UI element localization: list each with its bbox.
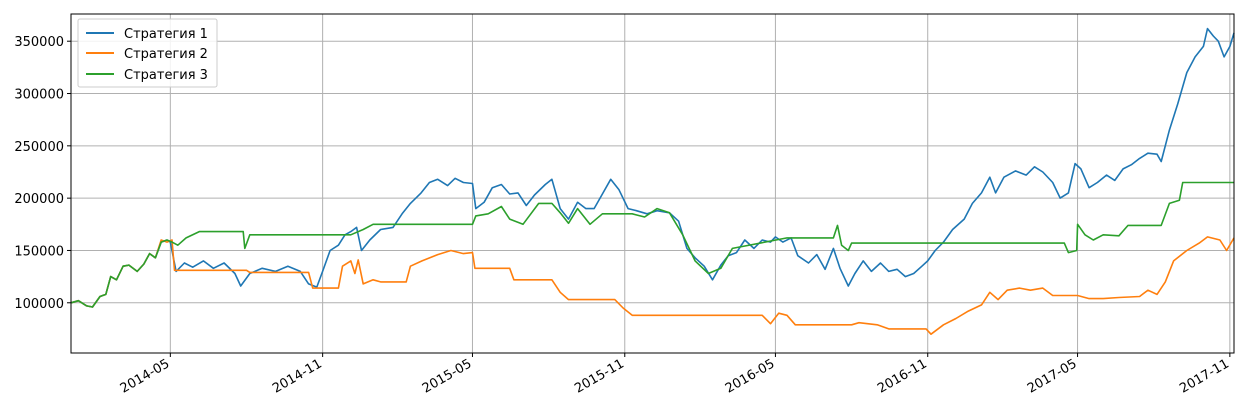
legend-label-1: Стратегия 1	[124, 27, 208, 42]
x-tick-label: 2014-11	[270, 356, 325, 396]
y-tick-label: 200000	[14, 192, 64, 207]
x-axis: 2014-05 2014-11 2015-05 2015-11 2016-05 2016-…	[118, 353, 1232, 397]
series-lines	[70, 27, 1235, 336]
y-axis: 100000 150000 200000 250000 300000 350000	[14, 35, 71, 312]
x-tick-label: 2017-05	[1025, 356, 1080, 396]
series-line-3	[70, 181, 1234, 308]
grid	[71, 14, 1234, 353]
x-tick-label: 2017-11	[1177, 356, 1232, 396]
legend-label-2: Стратегия 2	[124, 47, 208, 62]
plot-frame	[70, 13, 1235, 354]
legend: Стратегия 1 Стратегия 2 Стратегия 3	[77, 18, 218, 88]
x-tick-label: 2016-05	[723, 356, 778, 396]
x-tick-label: 2014-05	[118, 356, 173, 396]
legend-box	[77, 18, 218, 88]
x-tick-label: 2016-11	[875, 356, 930, 396]
legend-label-3: Стратегия 3	[124, 68, 208, 83]
y-tick-label: 100000	[14, 297, 64, 312]
x-tick-label: 2015-05	[420, 356, 475, 396]
y-tick-label: 300000	[14, 88, 64, 103]
series-line-1	[70, 27, 1235, 308]
y-tick-label: 250000	[14, 140, 64, 155]
series-line-2	[70, 236, 1235, 336]
y-tick-label: 350000	[14, 35, 64, 50]
y-tick-label: 150000	[14, 244, 64, 259]
x-tick-label: 2015-11	[572, 356, 627, 396]
